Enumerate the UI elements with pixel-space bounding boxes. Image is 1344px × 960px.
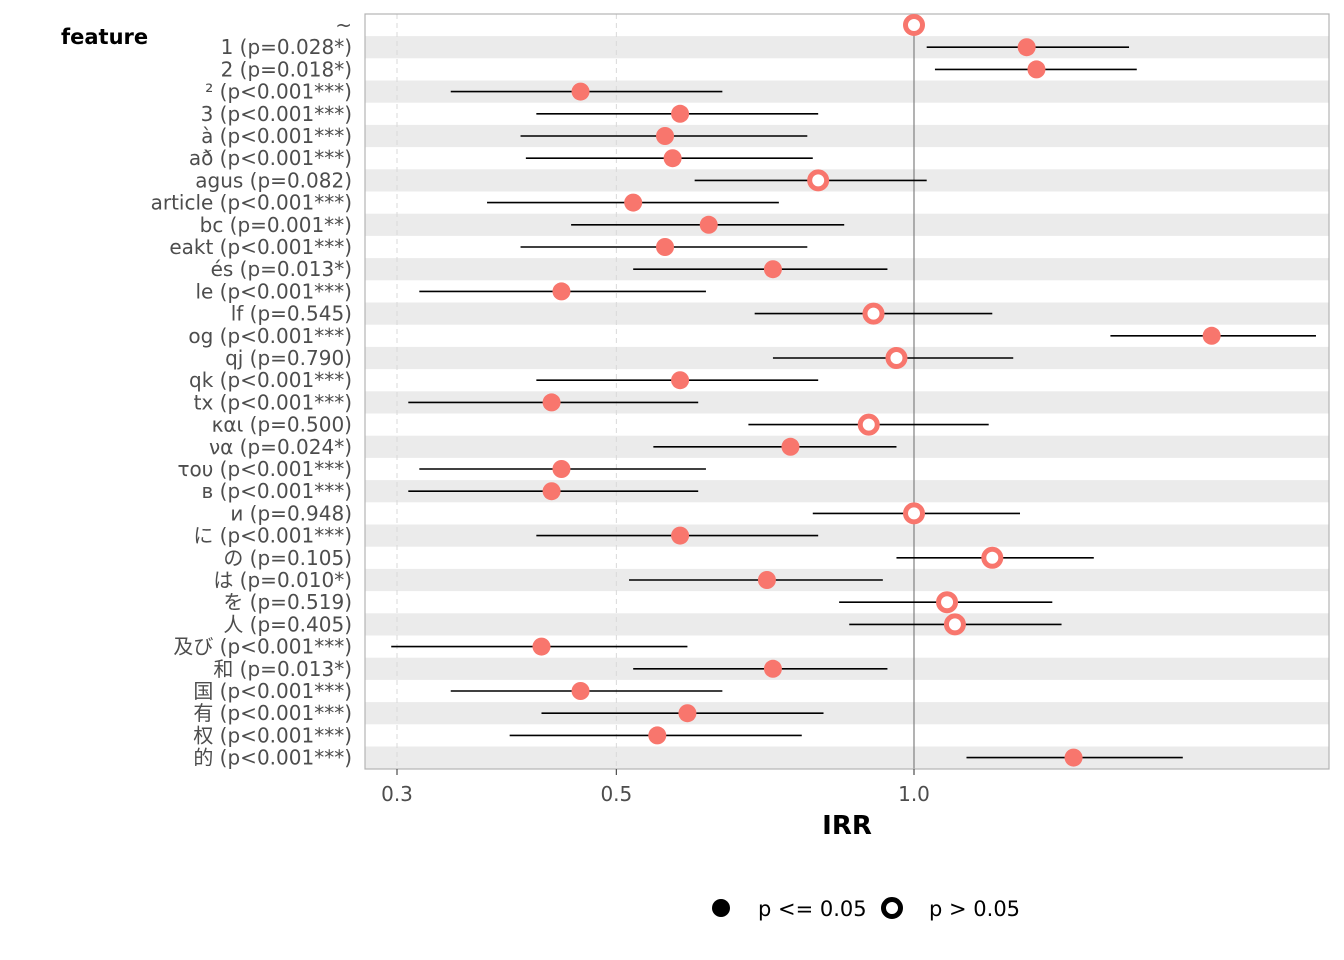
point-nonsignificant: [936, 591, 959, 614]
point-significant: [763, 260, 782, 279]
x-tick-label: 1.0: [898, 782, 930, 806]
point-nonsignificant: [903, 14, 925, 36]
point-significant: [671, 371, 690, 390]
y-axis-header: feature: [61, 25, 149, 49]
legend-marker-filled: [712, 899, 730, 917]
row-label: qj (p=0.790): [225, 346, 352, 370]
legend-label-nonsignificant: p > 0.05: [929, 897, 1020, 921]
point-significant: [757, 571, 776, 589]
point-significant: [624, 193, 643, 212]
x-axis-title: IRR: [822, 811, 872, 841]
point-nonsignificant: [885, 347, 908, 369]
row-label: 2 (p=0.018*): [221, 57, 352, 81]
row-label: 有 (p<0.001***): [193, 701, 352, 725]
row-label: agus (p=0.082): [195, 168, 352, 192]
x-tick-label: 0.3: [381, 782, 413, 806]
row-label: 权 (p<0.001***): [193, 723, 352, 747]
row-label: 国 (p<0.001***): [193, 679, 352, 703]
row-label: 的 (p<0.001***): [193, 746, 352, 770]
row-label: в (p<0.001***): [202, 479, 352, 503]
point-nonsignificant: [981, 546, 1004, 569]
row-label: και (p=0.500): [212, 413, 352, 437]
row-stripe: [365, 702, 1329, 725]
point-significant: [781, 437, 800, 456]
row-stripe: [365, 480, 1329, 503]
row-label: és (p=0.013*): [211, 257, 352, 281]
point-significant: [542, 393, 561, 412]
point-significant: [699, 215, 718, 234]
row-label: article (p<0.001***): [151, 191, 352, 215]
row-label: を (p=0.519): [223, 590, 352, 614]
point-significant: [663, 149, 682, 168]
row-label: ² (p<0.001***): [205, 80, 352, 104]
row-label: 1 (p=0.028*): [221, 35, 352, 59]
row-stripe: [365, 746, 1329, 769]
legend-marker-open: [881, 897, 903, 919]
point-nonsignificant: [943, 613, 966, 636]
point-nonsignificant: [807, 169, 830, 192]
point-significant: [542, 482, 561, 501]
row-stripe: [365, 124, 1329, 148]
row-label: tx (p<0.001***): [194, 390, 352, 414]
panel-border: [364, 13, 1330, 770]
x-tick-label: 0.5: [600, 782, 632, 806]
row-label: 3 (p<0.001***): [201, 102, 352, 126]
row-label: να (p=0.024*): [209, 435, 352, 459]
row-stripe: [365, 524, 1329, 547]
row-label: 及び (p<0.001***): [173, 635, 352, 659]
row-stripe: [365, 613, 1329, 636]
row-label: и (p=0.948): [230, 501, 352, 525]
point-significant: [571, 82, 590, 101]
row-label: 和 (p=0.013*): [213, 657, 352, 681]
row-stripe: [365, 36, 1329, 59]
row-label: に (p<0.001***): [193, 524, 352, 548]
point-significant: [671, 526, 690, 545]
point-nonsignificant: [857, 413, 880, 436]
point-significant: [656, 238, 675, 256]
row-label: ~: [335, 13, 352, 37]
row-label: bc (p=0.001**): [200, 213, 352, 237]
row-label: του (p<0.001***): [177, 457, 352, 481]
point-significant: [763, 659, 782, 678]
point-significant: [552, 460, 571, 478]
point-significant: [552, 282, 571, 301]
row-label: lf (p=0.545): [231, 302, 352, 326]
legend-label-significant: p <= 0.05: [758, 897, 867, 921]
row-stripe: [365, 391, 1329, 414]
row-stripe: [365, 80, 1329, 103]
row-label: à (p<0.001***): [201, 124, 352, 148]
row-label: は (p=0.010*): [213, 568, 352, 592]
point-significant: [1027, 60, 1046, 79]
row-label: að (p<0.001***): [189, 146, 352, 170]
point-significant: [532, 637, 551, 656]
row-label: le (p<0.001***): [195, 279, 352, 303]
row-stripe: [365, 213, 1329, 236]
point-significant: [656, 127, 675, 145]
row-label: の (p=0.105): [223, 546, 352, 570]
point-nonsignificant: [903, 502, 925, 525]
point-significant: [671, 104, 690, 123]
point-significant: [1202, 326, 1221, 345]
row-label: 人 (p=0.405): [223, 612, 352, 636]
point-significant: [1017, 38, 1036, 57]
point-significant: [1064, 748, 1083, 767]
point-nonsignificant: [862, 302, 885, 325]
row-label: qk (p<0.001***): [189, 368, 352, 392]
point-significant: [648, 726, 667, 745]
point-significant: [571, 682, 590, 700]
row-label: eakt (p<0.001***): [169, 235, 352, 259]
row-label: og (p<0.001***): [188, 324, 352, 348]
point-significant: [678, 704, 697, 723]
